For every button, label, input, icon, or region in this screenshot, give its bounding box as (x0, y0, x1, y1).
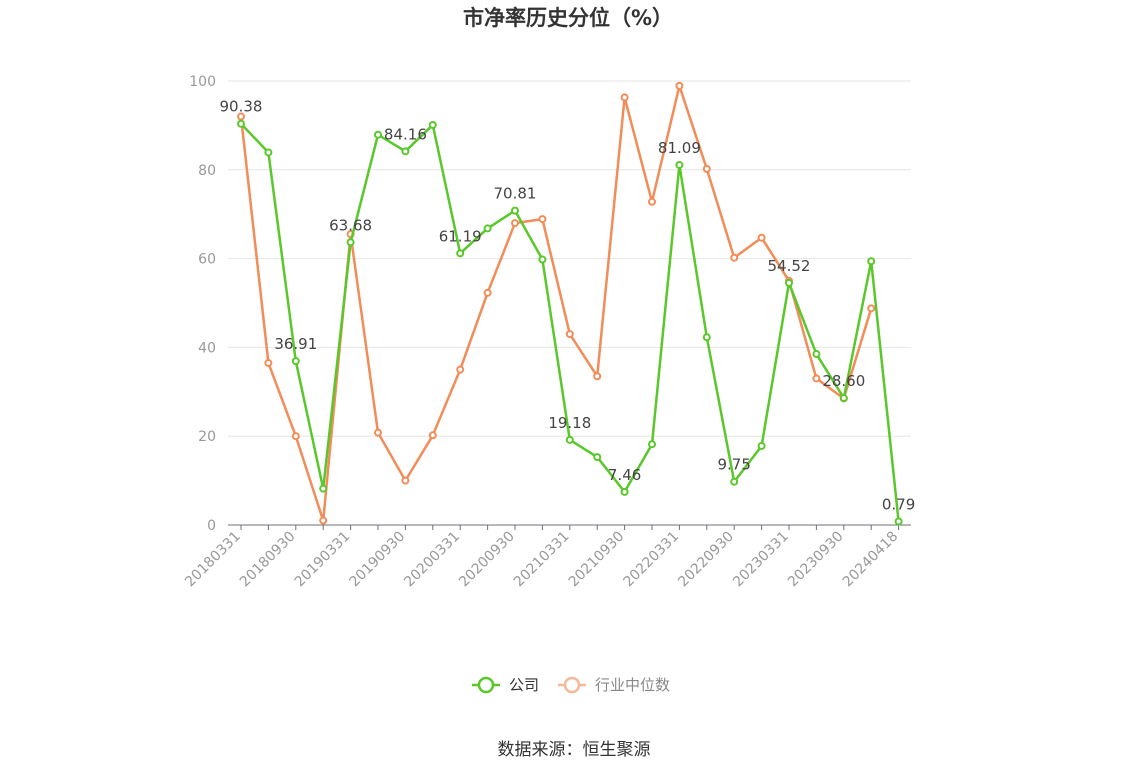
x-tick-label: 20230331 (730, 529, 792, 591)
data-label: 84.16 (384, 125, 427, 143)
company-point (511, 206, 519, 215)
company-point (593, 453, 602, 462)
industry-median-point (565, 330, 574, 339)
industry-median-point (867, 304, 876, 313)
industry-median-point (620, 93, 629, 102)
industry-median-line (239, 84, 873, 522)
company-point (456, 249, 465, 258)
company-point (675, 160, 684, 169)
x-tick-label: 20200930 (456, 529, 518, 591)
legend-marker (477, 676, 495, 694)
company-point (346, 238, 355, 247)
company-point (702, 333, 711, 342)
y-tick-label: 100 (189, 74, 216, 90)
data-label: 28.60 (822, 372, 865, 390)
y-tick-label: 80 (198, 163, 216, 179)
y-tick-label: 0 (207, 518, 216, 534)
industry-median-point (456, 365, 465, 374)
industry-median-point (593, 372, 602, 381)
data-label: 63.68 (329, 216, 372, 234)
legend[interactable]: 公司 行业中位数 (472, 676, 670, 694)
company-point (401, 147, 410, 156)
company-point (374, 130, 382, 139)
industry-median-point (237, 112, 245, 121)
x-tick-label: 20210331 (511, 529, 573, 591)
data-label: 70.81 (494, 185, 537, 203)
data-label: 61.19 (439, 227, 482, 245)
data-label: 81.09 (658, 139, 701, 157)
x-tick-label: 20190930 (347, 529, 409, 591)
company-point (264, 148, 273, 157)
data-label: 19.18 (548, 414, 591, 432)
x-axis: 2018033120180930201903312019093020200331… (182, 524, 911, 591)
industry-median-point (374, 428, 382, 437)
legend-label: 行业中位数 (595, 676, 670, 694)
y-tick-label: 60 (198, 252, 216, 268)
x-tick-label: 20230930 (785, 529, 847, 591)
y-tick-label: 40 (198, 340, 216, 356)
industry-median-point (401, 476, 410, 485)
company-point (620, 487, 629, 496)
x-tick-label: 20180331 (182, 529, 244, 591)
y-tick-label: 20 (198, 429, 216, 445)
chart-title: 市净率历史分位（%） (463, 6, 673, 30)
data-label: 54.52 (768, 257, 811, 275)
series-industry-median (237, 81, 876, 525)
company-point (291, 357, 300, 366)
industry-median-point (511, 219, 519, 228)
x-tick-label: 20190331 (292, 529, 354, 591)
company-point (237, 119, 245, 128)
industry-median-point (428, 431, 437, 440)
legend-item-industry-median[interactable]: 行业中位数 (558, 676, 670, 694)
company-point (757, 441, 766, 450)
industry-median-point (812, 374, 821, 383)
industry-median-point (702, 164, 711, 173)
company-point (428, 120, 437, 129)
data-label: 36.91 (274, 335, 317, 353)
legend-marker (563, 676, 581, 694)
x-tick-label: 20220930 (675, 529, 737, 591)
data-label: 0.79 (882, 495, 915, 513)
industry-median-point (730, 253, 739, 262)
data-label: 90.38 (220, 98, 263, 116)
x-tick-label: 20210930 (566, 529, 628, 591)
company-point (894, 517, 903, 526)
industry-median-point (264, 358, 273, 367)
legend-label: 公司 (509, 676, 539, 694)
company-point (483, 224, 492, 233)
data-label: 7.46 (608, 466, 641, 484)
company-point (839, 394, 848, 403)
x-tick-label: 20200331 (401, 529, 463, 591)
company-point (785, 278, 793, 287)
company-point (648, 440, 656, 449)
industry-median-point (675, 81, 684, 90)
industry-median-point (483, 288, 492, 297)
x-tick-label: 20240418 (840, 529, 902, 591)
company-point (565, 435, 574, 444)
company-point (812, 350, 821, 359)
industry-median-point (291, 432, 300, 441)
legend-item-company[interactable]: 公司 (472, 676, 539, 694)
data-label: 9.75 (717, 456, 750, 474)
series-company (237, 119, 903, 526)
company-point (319, 484, 328, 493)
company-point (538, 255, 547, 264)
company-point (867, 257, 876, 266)
source-note: 数据来源：恒生聚源 (498, 740, 651, 760)
x-tick-label: 20180930 (237, 529, 299, 591)
company-point (730, 477, 739, 486)
x-tick-label: 20220331 (621, 529, 683, 591)
grid-lines (228, 80, 911, 437)
industry-median-point (319, 516, 328, 525)
industry-median-point (538, 215, 547, 224)
data-labels: 90.38 36.91 63.68 84.16 61.19 70.81 19.18 7.46 8… (220, 98, 916, 514)
industry-median-point (648, 197, 656, 206)
industry-median-point (757, 233, 766, 242)
y-axis: 0 20 40 60 80 100 (189, 74, 216, 534)
